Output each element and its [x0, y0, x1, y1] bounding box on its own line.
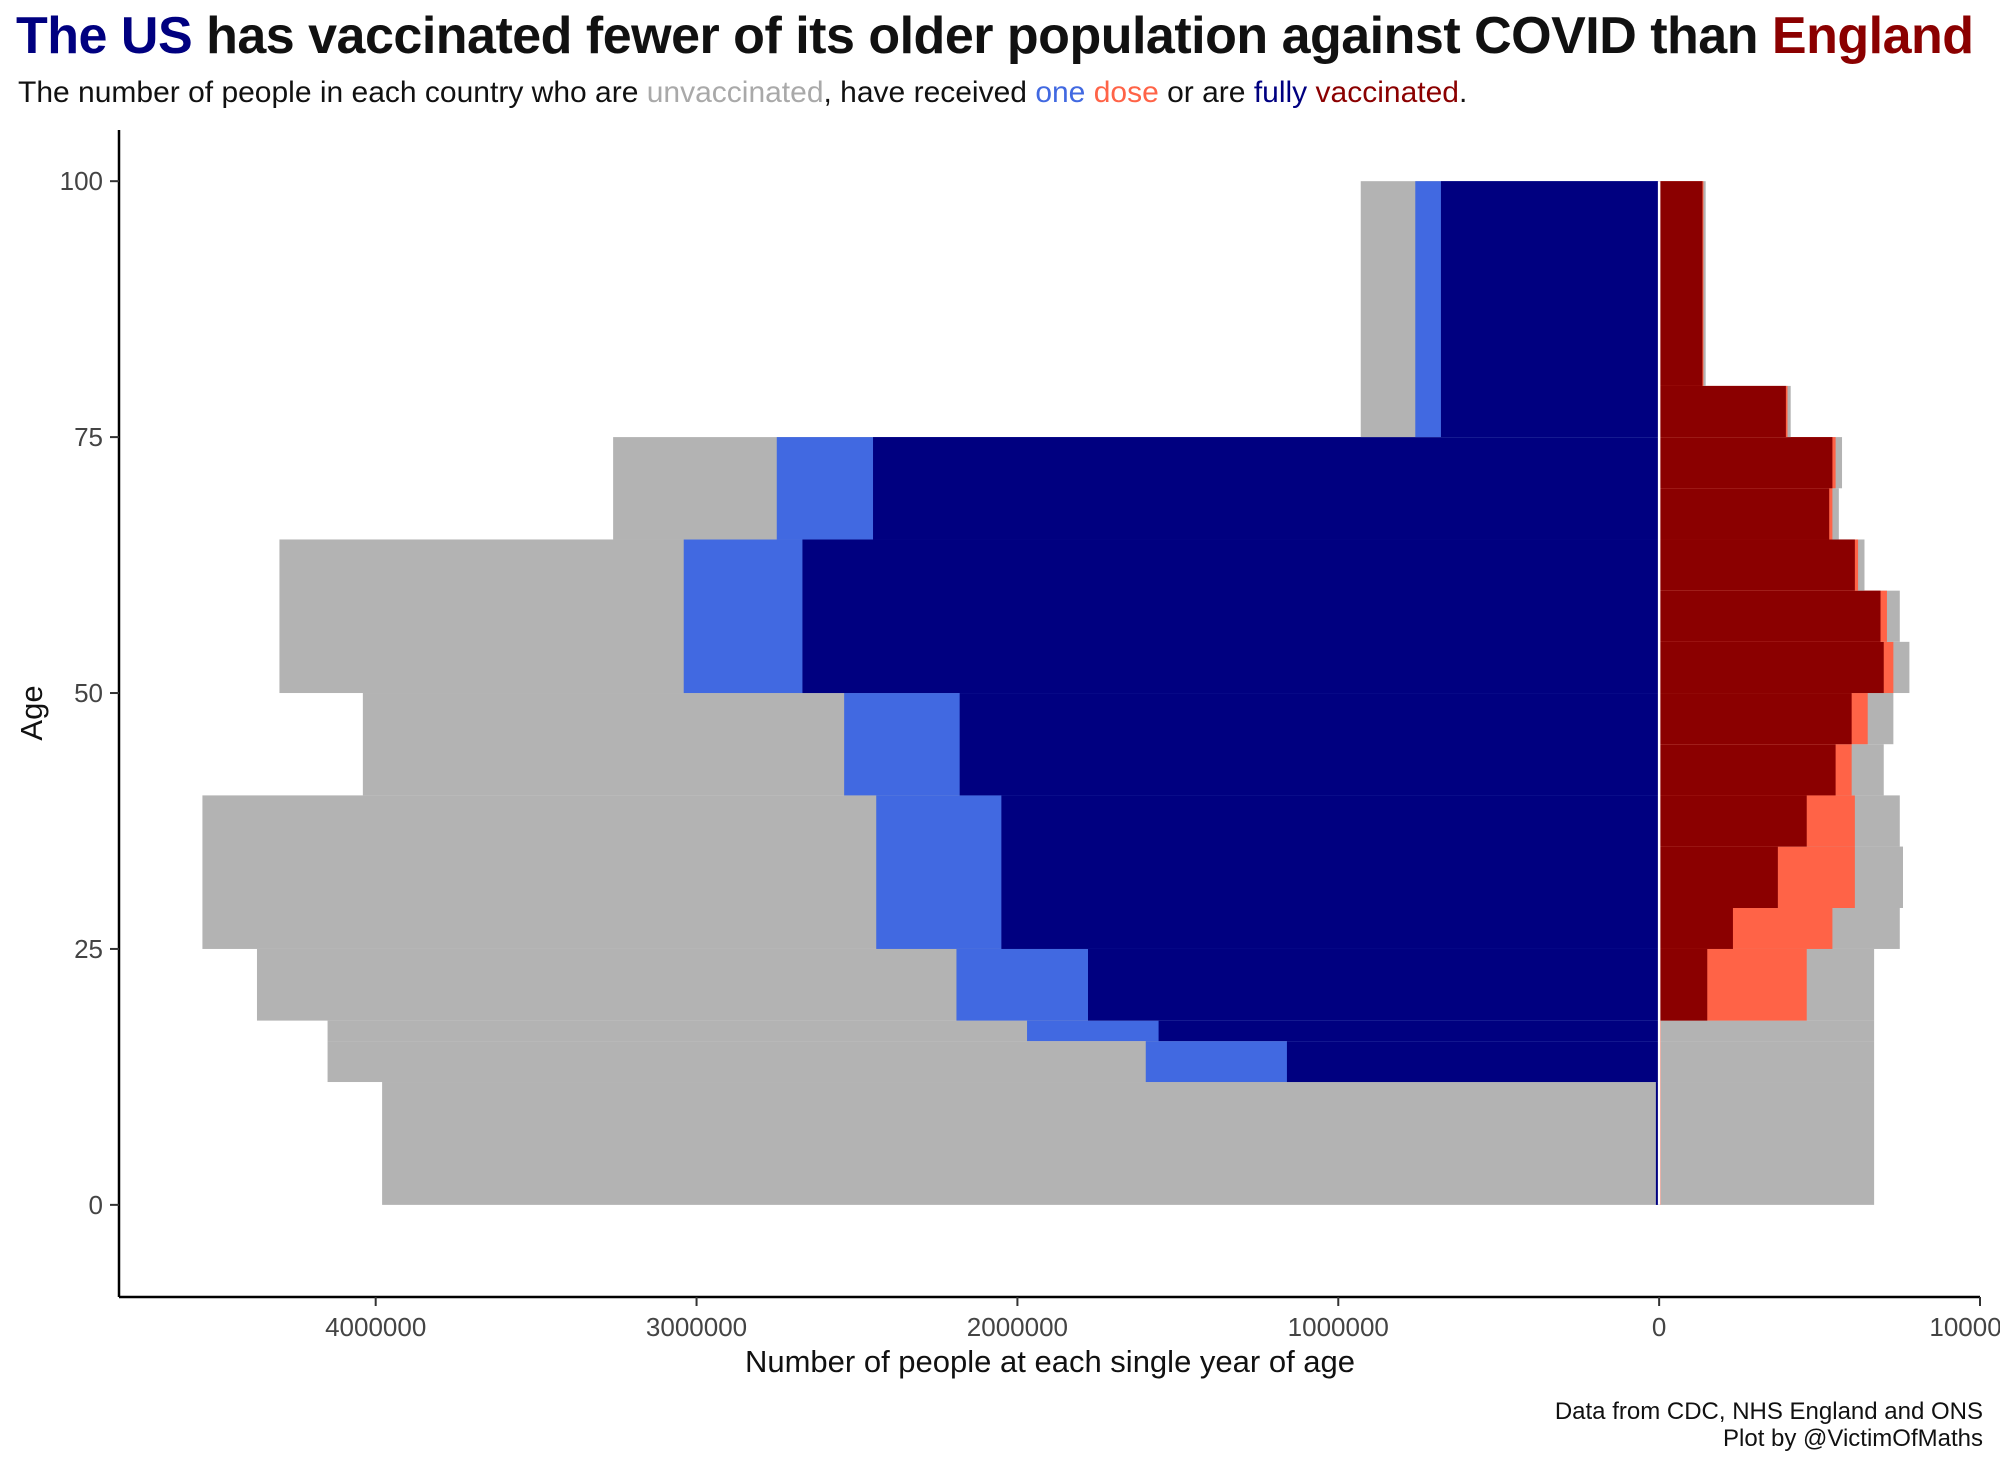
- y-tick-label: 75: [74, 422, 103, 452]
- subtitle-one: one: [1035, 76, 1086, 109]
- subtitle-unvaccinated: unvaccinated: [646, 76, 824, 109]
- x-tick-label: 1000000: [1929, 1312, 2000, 1342]
- england-fully-vaccinated-bar: [1659, 846, 1778, 908]
- bars-layer: [202, 181, 1910, 1205]
- title-us: The US: [16, 7, 193, 65]
- caption-line-2: Plot by @VictimOfMaths: [1723, 1425, 1983, 1452]
- england-fully-vaccinated-bar: [1659, 385, 1786, 438]
- y-tick-label: 25: [74, 934, 103, 964]
- x-tick-label: 3000000: [646, 1312, 747, 1342]
- england-fully-vaccinated-bar: [1659, 908, 1733, 949]
- us-fully-vaccinated-bar: [1286, 1041, 1660, 1083]
- us-fully-vaccinated-bar: [1001, 795, 1660, 949]
- subtitle-fully: fully: [1253, 76, 1308, 109]
- ticks-layer: 4000000 3000000 2000000 1000000 0 1000000 0 25 5…: [60, 166, 2000, 1342]
- y-axis-title: Age: [14, 685, 49, 740]
- england-fully-vaccinated-bar: [1659, 948, 1708, 1021]
- x-tick-label: 0: [1652, 1312, 1666, 1342]
- subtitle-text-3: or are: [1158, 76, 1254, 109]
- england-fully-vaccinated-bar: [1659, 795, 1807, 847]
- england-fully-vaccinated-bar: [1659, 641, 1884, 694]
- us-fully-vaccinated-bar: [1440, 181, 1660, 438]
- subtitle-text-1: The number of people in each country who…: [18, 76, 647, 109]
- caption-line-1: Data from CDC, NHS England and ONS: [1555, 1398, 1983, 1425]
- title-middle: has vaccinated fewer of its older popula…: [192, 7, 1772, 65]
- y-tick-label: 100: [60, 166, 103, 196]
- y-tick-label: 50: [74, 678, 103, 708]
- us-fully-vaccinated-bar: [1088, 948, 1660, 1021]
- us-fully-vaccinated-bar: [1158, 1020, 1660, 1042]
- x-tick-label: 2000000: [967, 1312, 1068, 1342]
- england-fully-vaccinated-bar: [1659, 539, 1855, 591]
- subtitle-period: .: [1458, 76, 1468, 109]
- us-fully-vaccinated-bar: [802, 539, 1660, 694]
- england-fully-vaccinated-bar: [1659, 181, 1703, 386]
- us-fully-vaccinated-bar: [873, 437, 1660, 540]
- y-tick-label: 0: [89, 1190, 103, 1220]
- england-unvaccinated-bar: [1659, 1082, 1875, 1205]
- subtitle-text-2: , have received: [823, 76, 1036, 109]
- us-fully-vaccinated-bar: [1655, 1082, 1660, 1205]
- england-unvaccinated-bar: [1659, 1041, 1875, 1083]
- england-fully-vaccinated-bar: [1659, 488, 1830, 540]
- england-fully-vaccinated-bar: [1659, 590, 1881, 642]
- x-tick-label: 4000000: [325, 1312, 426, 1342]
- subtitle-vaccinated: vaccinated: [1315, 76, 1459, 109]
- axes-layer: [117, 130, 1980, 1299]
- chart-subtitle: The number of people in each country who…: [18, 76, 1467, 110]
- title-england: England: [1771, 7, 1974, 65]
- x-tick-label: 1000000: [1288, 1312, 1389, 1342]
- chart-title: The US has vaccinated fewer of its older…: [16, 6, 1974, 66]
- x-axis-title: Number of people at each single year of …: [745, 1344, 1355, 1379]
- us-fully-vaccinated-bar: [959, 693, 1660, 796]
- us-unvaccinated-bar: [382, 1082, 1660, 1205]
- england-unvaccinated-bar: [1659, 1020, 1875, 1042]
- subtitle-dose: dose: [1093, 76, 1159, 109]
- england-fully-vaccinated-bar: [1659, 744, 1836, 796]
- england-fully-vaccinated-bar: [1659, 693, 1852, 745]
- england-fully-vaccinated-bar: [1659, 437, 1833, 489]
